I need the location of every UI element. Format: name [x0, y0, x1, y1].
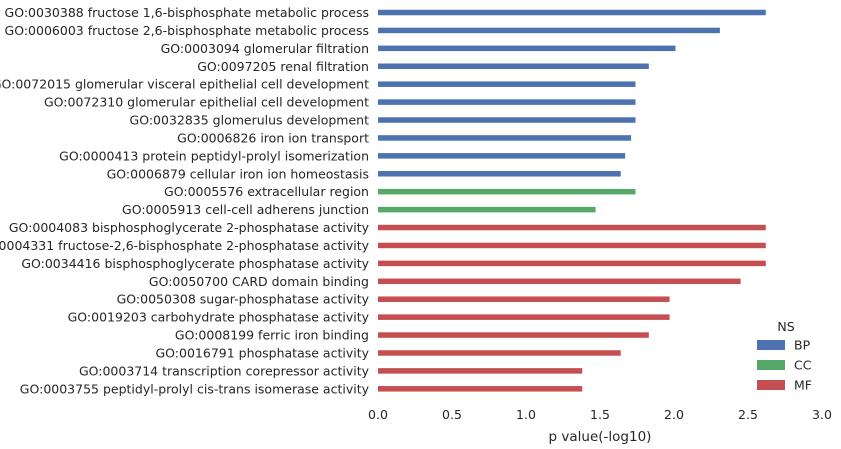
bar-22	[378, 386, 583, 392]
legend-title: NS	[777, 319, 794, 334]
bar-9	[378, 153, 626, 159]
x-tick-label-4: 1.5	[590, 407, 610, 422]
bar-2	[378, 27, 720, 34]
category-label-12: GO:0005913 cell-cell adherens junction	[122, 202, 369, 217]
bars-layer	[378, 9, 766, 392]
bar-20	[378, 350, 621, 356]
bar-21	[378, 368, 583, 374]
bar-5	[378, 81, 636, 87]
category-label-13: GO:0004083 bisphosphoglycerate 2-phospha…	[9, 220, 370, 235]
category-label-15: GO:0034416 bisphosphoglycerate phosphata…	[21, 256, 369, 271]
legend-label-cc: CC	[794, 358, 812, 373]
legend: NS BP CC MF	[757, 319, 812, 393]
bar-7	[378, 117, 636, 123]
bar-12	[378, 206, 596, 213]
legend-label-mf: MF	[794, 378, 812, 393]
x-tick-label-3: 1.0	[516, 407, 536, 422]
category-label-10: GO:0006879 cellular iron ion homeostasis	[107, 166, 369, 181]
legend-swatch-mf	[757, 380, 785, 390]
category-label-7: GO:0032835 glomerulus development	[130, 113, 370, 128]
bar-10	[378, 171, 621, 177]
bar-15	[378, 260, 766, 267]
bar-14	[378, 242, 766, 249]
category-label-16: GO:0050700 CARD domain binding	[149, 274, 369, 289]
x-axis-ticks: 0.0 0.5 1.0 1.5 2.0 2.5 3.0	[368, 407, 832, 422]
x-tick-label-6: 2.5	[738, 407, 758, 422]
bar-19	[378, 332, 649, 338]
category-label-22: GO:0003755 peptidyl-prolyl cis-trans iso…	[20, 381, 370, 396]
category-label-4: GO:0097205 renal filtration	[197, 59, 369, 74]
bar-18	[378, 314, 670, 320]
x-axis-title: p value(-log10)	[549, 429, 652, 445]
legend-swatch-cc	[757, 360, 785, 370]
category-label-6: GO:0072310 glomerular epithelial cell de…	[44, 95, 369, 110]
category-label-18: GO:0019203 carbohydrate phosphatase acti…	[68, 310, 370, 325]
x-tick-label-1: 0.0	[368, 407, 388, 422]
legend-label-bp: BP	[794, 338, 811, 353]
bar-16	[378, 278, 741, 285]
category-label-19: GO:0008199 ferric iron binding	[175, 328, 369, 343]
x-tick-label-7: 3.0	[812, 407, 832, 422]
category-label-8: GO:0006826 iron ion transport	[177, 130, 369, 145]
legend-swatch-bp	[757, 340, 785, 350]
legend-items: BP CC MF	[757, 338, 812, 393]
category-label-9: GO:0000413 protein peptidyl-prolyl isome…	[59, 148, 369, 163]
category-label-20: GO:0016791 phosphatase activity	[155, 345, 369, 360]
category-labels: GO:0030388 fructose 1,6-bisphosphate met…	[0, 5, 370, 396]
category-label-14: GO:0004331 fructose-2,6-bisphosphate 2-p…	[0, 238, 370, 253]
bar-13	[378, 224, 766, 231]
category-label-5: GO:0072015 glomerular visceral epithelia…	[0, 77, 369, 92]
category-label-17: GO:0050308 sugar-phosphatase activity	[117, 292, 370, 307]
bar-8	[378, 135, 632, 141]
category-label-2: GO:0006003 fructose 2,6-bisphosphate met…	[5, 23, 369, 38]
x-tick-label-5: 2.0	[664, 407, 684, 422]
bar-17	[378, 296, 670, 302]
category-label-11: GO:0005576 extracellular region	[164, 184, 369, 199]
bar-11	[378, 188, 636, 195]
category-label-3: GO:0003094 glomerular filtration	[161, 41, 369, 56]
category-label-21: GO:0003714 transcription corepressor act…	[79, 363, 370, 378]
bar-1	[378, 9, 766, 16]
bar-3	[378, 45, 676, 52]
bar-6	[378, 99, 636, 105]
bar-4	[378, 63, 649, 70]
x-tick-label-2: 0.5	[442, 407, 462, 422]
category-label-1: GO:0030388 fructose 1,6-bisphosphate met…	[5, 5, 369, 20]
